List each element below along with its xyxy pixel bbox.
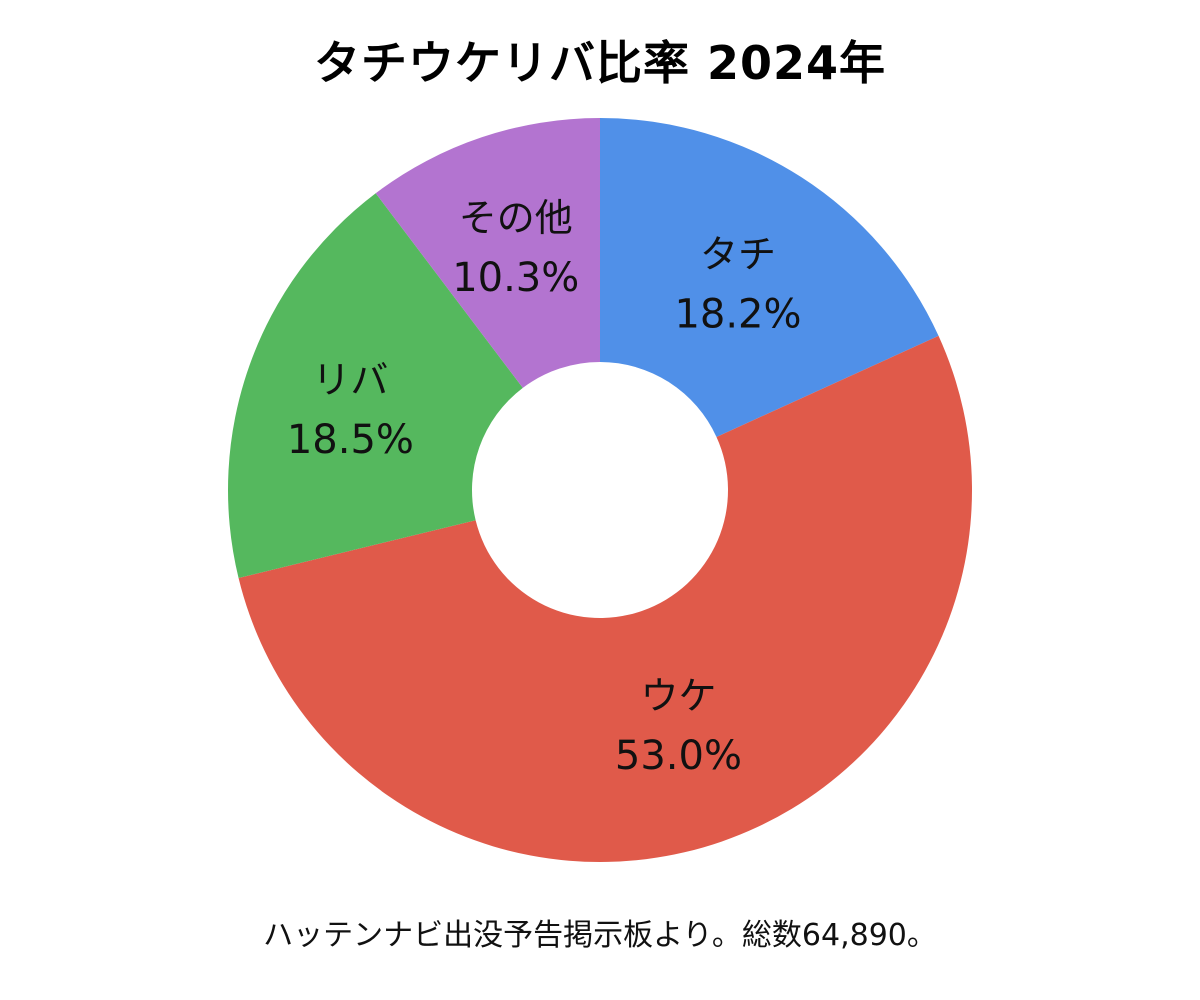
chart-title: タチウケリバ比率 2024年 [313, 36, 887, 90]
slice-percent-3: 10.3% [452, 255, 579, 301]
slice-label-2: リバ [312, 358, 388, 402]
slices-layer [227, 118, 973, 862]
slice-percent-2: 18.5% [287, 417, 414, 463]
slice-2 [227, 193, 523, 578]
source-note: ハッテンナビ出没予告掲示板より。総数64,890。 [263, 918, 937, 953]
labels-layer: タチ 18.2% ウケ 53.0% リバ 18.5% その他 10.3% [287, 196, 802, 779]
slice-percent-1: 53.0% [615, 733, 742, 779]
slice-0 [600, 118, 939, 437]
slice-1 [238, 335, 973, 862]
slice-label-1: ウケ [640, 674, 716, 718]
slice-label-3: その他 [459, 196, 573, 240]
slice-label-0: タチ [700, 233, 776, 277]
slice-3 [375, 118, 600, 388]
slice-percent-0: 18.2% [674, 292, 801, 338]
